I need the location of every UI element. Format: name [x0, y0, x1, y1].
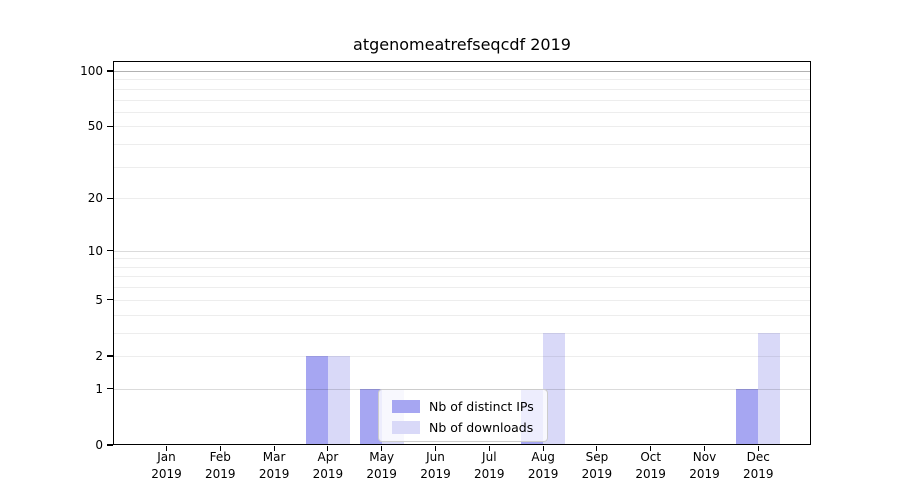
y-tick-label-50: 50	[87, 119, 103, 134]
x-tick-label-jan-2019: Jan 2019	[151, 450, 182, 481]
y-tick-label-2: 2	[95, 348, 103, 363]
x-tick-label-jun-2019: Jun 2019	[420, 450, 451, 481]
gridline-y-5	[113, 299, 811, 301]
legend-swatch-distinct-ips	[392, 399, 420, 413]
x-tick-label-may-2019: May 2019	[366, 450, 397, 481]
x-tick-sep-2019	[596, 446, 598, 451]
bar-nb-of-distinct-ips-apr-2019	[305, 355, 328, 445]
x-tick-jan-2019	[165, 446, 168, 451]
x-tick-apr-2019	[327, 446, 329, 451]
gridline-y-100	[113, 70, 811, 72]
gridline-y-6	[113, 287, 811, 289]
legend-item: Nb of downloads	[392, 417, 547, 437]
x-tick-feb-2019	[219, 446, 221, 451]
y-tick-5	[107, 299, 113, 301]
x-tick-label-aug-2019: Aug 2019	[527, 450, 559, 481]
x-tick-label-apr-2019: Apr 2019	[312, 450, 344, 481]
bar-nb-of-distinct-ips-dec-2019	[736, 388, 759, 445]
x-tick-oct-2019	[650, 446, 652, 451]
x-tick-dec-2019	[757, 446, 759, 451]
bar-nb-of-downloads-aug-2019	[543, 332, 566, 445]
legend-swatch-downloads	[392, 420, 420, 434]
y-tick-2	[107, 355, 113, 357]
x-tick-label-oct-2019: Oct 2019	[635, 450, 666, 481]
x-tick-label-dec-2019: Dec 2019	[743, 450, 774, 481]
bar-nb-of-downloads-dec-2019	[758, 332, 781, 445]
y-tick-100	[107, 70, 113, 72]
gridline-y-80	[113, 88, 811, 90]
axes-frame	[113, 61, 811, 445]
bar-nb-of-distinct-ips-may-2019	[359, 388, 382, 445]
x-tick-jun-2019	[434, 446, 437, 451]
x-tick-mar-2019	[273, 446, 275, 451]
y-tick-10	[107, 250, 113, 252]
x-tick-may-2019	[381, 446, 383, 451]
y-tick-50	[107, 125, 113, 127]
chart-title: atgenomeatrefseqcdf 2019	[353, 35, 571, 54]
gridline-y-7	[113, 276, 811, 278]
y-tick-label-10: 10	[87, 243, 103, 258]
gridline-y-8	[113, 266, 811, 268]
y-tick-label-1: 1	[95, 381, 103, 396]
x-tick-jul-2019	[488, 446, 490, 451]
gridline-y-70	[113, 99, 811, 101]
legend: Nb of distinct IPs Nb of downloads	[378, 389, 548, 442]
x-tick-nov-2019	[703, 446, 706, 451]
legend-label: Nb of downloads	[429, 419, 534, 435]
y-tick-20	[107, 197, 113, 199]
gridline-y-40	[113, 144, 811, 146]
legend-item: Nb of distinct IPs	[392, 396, 547, 416]
gridline-y-9	[113, 258, 811, 260]
y-tick-label-20: 20	[87, 191, 103, 206]
x-tick-label-sep-2019: Sep 2019	[581, 450, 613, 481]
gridline-y-20	[113, 198, 811, 200]
y-tick-0	[107, 444, 113, 446]
gridline-y-2	[113, 355, 811, 357]
bar-nb-of-downloads-apr-2019	[327, 355, 350, 445]
y-tick-1	[107, 388, 113, 390]
gridline-y-30	[113, 166, 811, 168]
gridline-y-60	[113, 111, 811, 113]
y-tick-label-100: 100	[80, 63, 103, 78]
gridline-y-4	[113, 314, 811, 316]
gridline-y-3	[113, 332, 811, 334]
y-tick-label-5: 5	[95, 292, 103, 307]
gridline-y-50	[113, 126, 811, 128]
legend-label: Nb of distinct IPs	[429, 398, 534, 414]
x-tick-label-jul-2019: Jul 2019	[474, 450, 505, 481]
gridline-y-10	[113, 250, 811, 252]
gridline-y-90	[113, 79, 811, 81]
x-tick-label-feb-2019: Feb 2019	[205, 450, 236, 481]
y-tick-label-0: 0	[95, 438, 103, 452]
x-tick-label-nov-2019: Nov 2019	[689, 450, 720, 481]
x-tick-label-mar-2019: Mar 2019	[258, 450, 290, 481]
x-tick-aug-2019	[542, 446, 544, 451]
